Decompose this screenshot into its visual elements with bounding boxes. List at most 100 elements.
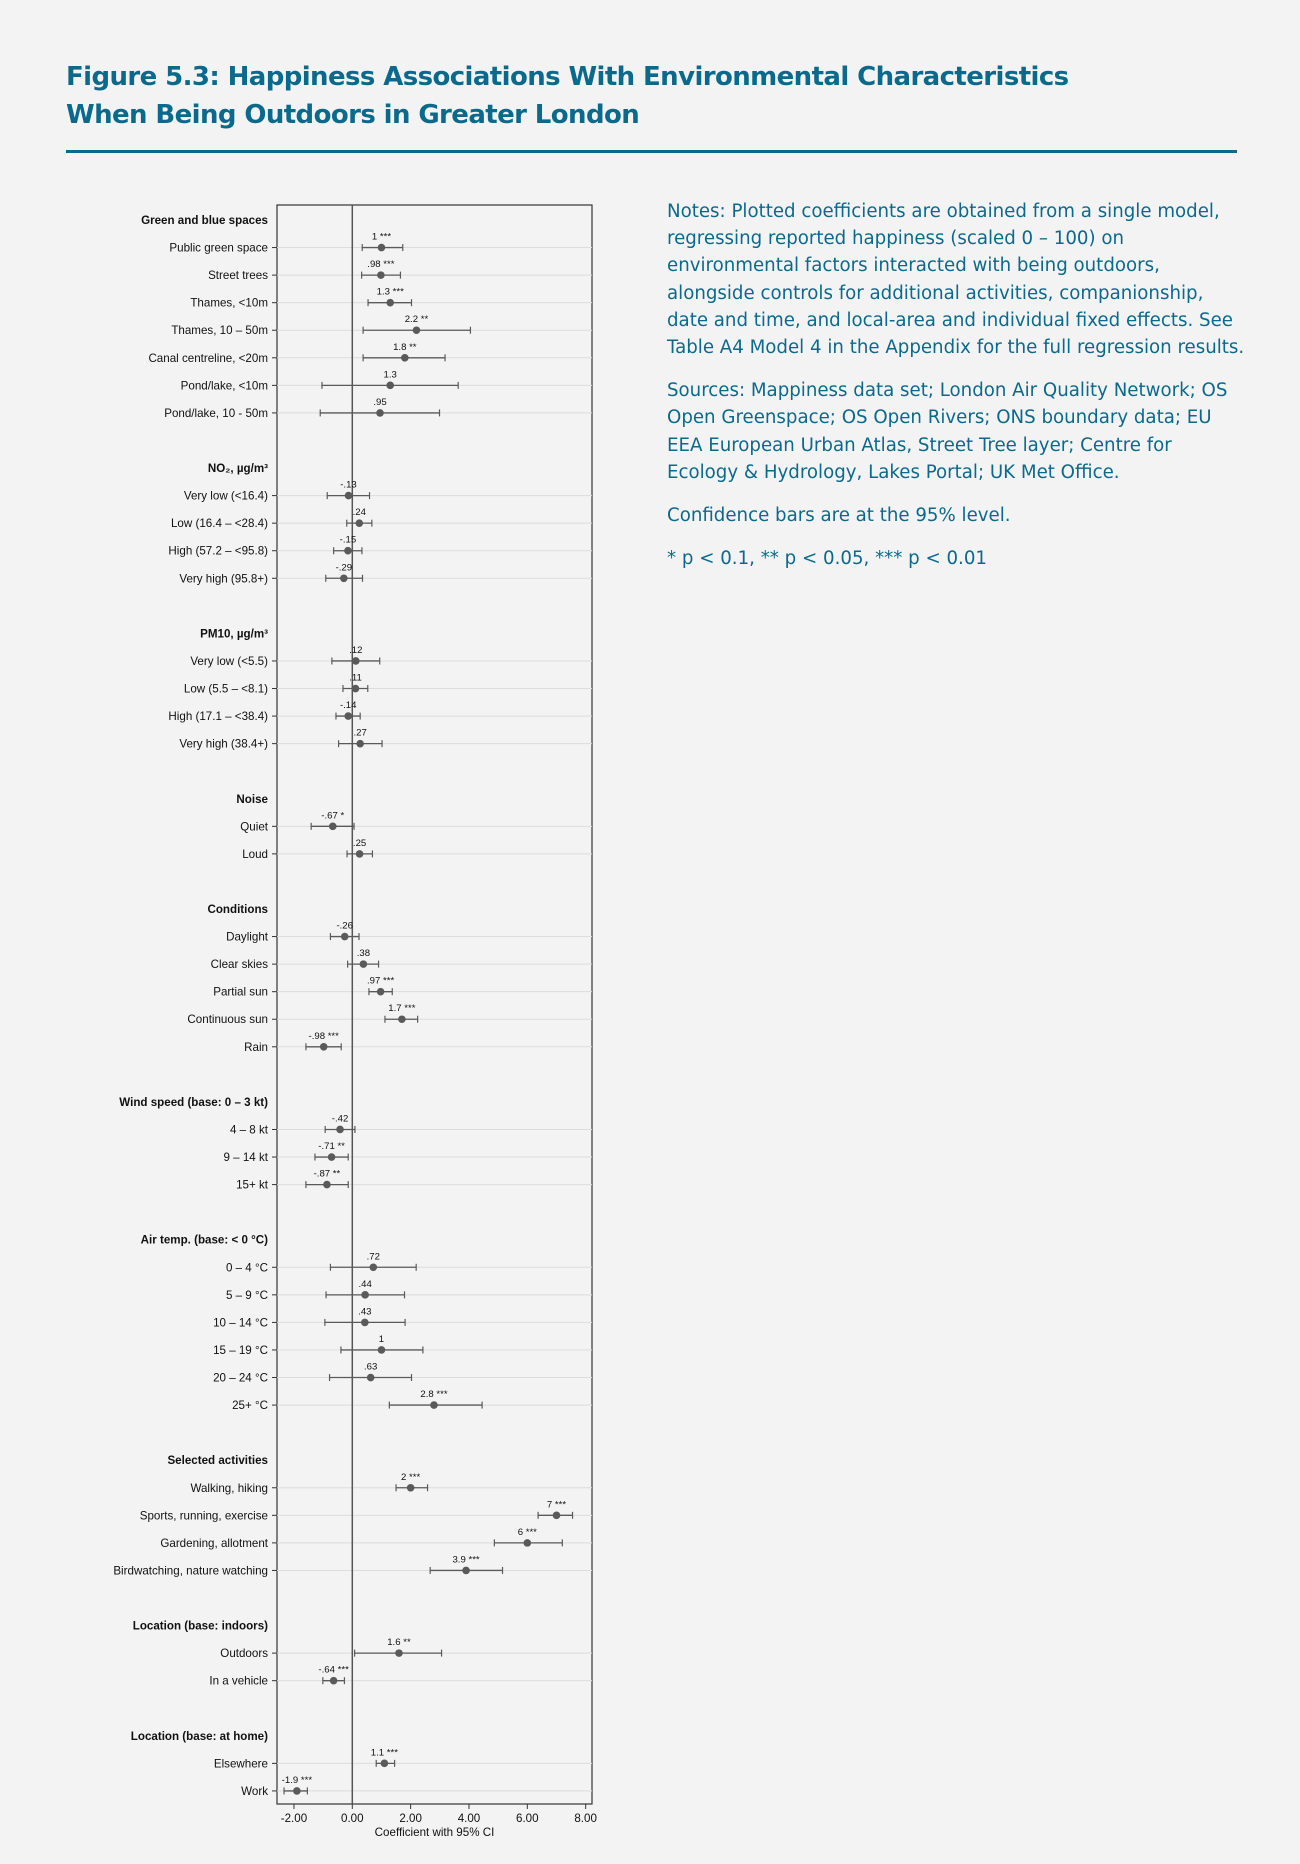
coefficient-point [356,739,364,748]
plot-frame [276,204,593,1805]
coefficient-label: 7 *** [547,1499,566,1510]
coefficient-point [340,932,349,941]
coefficient-label: -.64 *** [318,1665,349,1676]
coefficient-point [344,712,353,720]
row-label: Birdwatching, nature watching [113,1564,268,1577]
row-label: Thames, 10 – 50m [171,324,268,337]
row-label: In a vehicle [209,1675,268,1688]
row-label: 0 – 4 °C [226,1261,268,1274]
coefficient-label: 2.8 *** [420,1389,447,1400]
row-label: Very low (<16.4) [184,490,268,503]
sources-paragraph: Sources: Mappiness data set; London Air … [667,380,1228,483]
coefficient-label: -.67 * [321,810,344,821]
coefficient-point [395,1649,403,1657]
row-label: Clear skies [211,958,269,971]
coefficient-label: .25 [353,838,366,849]
row-label: 4 – 8 kt [230,1123,269,1136]
group-heading: Conditions [207,903,268,916]
x-tick-label: 6.00 [516,1812,539,1825]
row-label: 20 – 24 °C [213,1372,268,1385]
coefficient-point [380,1759,389,1768]
row-label: Rain [244,1041,268,1054]
coefficient-point [377,1346,386,1354]
coefficient-point [376,987,385,996]
row-label: Daylight [226,931,269,944]
row-label: Very low (<5.5) [190,655,268,668]
row-label: Work [241,1785,268,1798]
coefficient-label: -.98 *** [309,1031,340,1042]
notes-paragraph: Notes: Plotted coefficients are obtained… [667,201,1245,359]
row-label: 25+ °C [232,1399,268,1412]
coefficient-label: 3.9 *** [452,1554,479,1565]
title-divider [66,150,1237,153]
x-tick-label: 0.00 [341,1812,364,1825]
row-label: High (57.2 – <95.8) [168,545,268,558]
group-heading: Location (base: at home) [131,1730,268,1743]
coefficient-point [377,271,385,279]
coefficient-label: -.14 [340,700,357,711]
row-label: Continuous sun [187,1013,268,1026]
coefficient-label: 2 *** [401,1472,420,1483]
row-label: 9 – 14 kt [224,1151,269,1164]
coefficient-label: 2.2 ** [405,314,429,325]
row-label: Public green space [169,242,268,255]
group-heading: Green and blue spaces [141,214,268,227]
coefficient-label: -.29 [336,562,353,573]
coefficient-label: 1 *** [372,232,391,243]
row-label: 10 – 14 °C [213,1316,268,1329]
row-label: Very high (38.4+) [179,738,268,751]
row-label: Low (16.4 – <28.4) [171,517,268,530]
coefficient-point [336,1125,344,1134]
significance-legend: * p < 0.1, ** p < 0.05, *** p < 0.01 [667,548,987,570]
coefficient-point [377,243,386,252]
coefficient-label: -.42 [332,1113,349,1124]
coefficient-label: 1.3 *** [377,287,404,298]
coefficient-point [361,1291,369,1299]
figure-notes: Notes: Plotted coefficients are obtained… [667,198,1247,588]
group-heading: NO₂, µg/m³ [208,462,268,475]
row-label: Canal centreline, <20m [148,352,268,365]
coefficient-point [523,1539,532,1547]
coefficient-point [552,1511,561,1520]
coefficient-label: .95 [373,397,386,408]
coefficient-point [329,1676,338,1685]
group-heading: Noise [236,793,268,806]
figure-title-line-2: When Being Outdoors in Greater London [66,100,640,130]
coefficient-point [412,326,421,335]
coefficient-point [361,1318,369,1327]
coefficient-label: -.87 ** [314,1169,341,1180]
coefficient-label: .11 [349,673,362,684]
coefficient-point [344,491,353,500]
row-label: Very high (95.8+) [179,572,268,585]
row-label: Low (5.5 – <8.1) [184,683,268,696]
coefficient-label: 1.6 ** [387,1637,411,1648]
coefficient-label: -.15 [340,535,357,546]
coefficient-point [351,684,360,693]
coefficient-point [398,1015,406,1024]
confidence-note: Confidence bars are at the 95% level. [667,505,1011,527]
coefficient-label: .63 [364,1362,377,1373]
coefficient-label: .38 [357,948,370,959]
row-label: Street trees [208,269,268,282]
coefficient-point [355,850,364,858]
coefficient-plot: Green and blue spaces Public green space S… [113,204,597,1839]
coefficient-point [340,574,348,583]
group-heading: Location (base: indoors) [133,1620,268,1633]
coefficient-label: .12 [349,645,362,656]
coefficient-point [462,1566,470,1575]
coefficient-label: .44 [358,1279,372,1290]
row-label: Gardening, allotment [160,1537,268,1550]
coefficient-point [430,1401,438,1409]
coefficient-label: .43 [358,1306,371,1317]
coefficient-label: 1.1 *** [371,1747,398,1758]
row-label: Elsewhere [214,1757,268,1770]
coefficient-label: .72 [367,1251,380,1262]
group-heading: Air temp. (base: < 0 °C) [141,1234,269,1247]
row-label: Loud [242,848,268,861]
coefficient-point [401,354,409,362]
row-label: 15+ kt [236,1179,269,1192]
coefficient-point [328,822,337,831]
row-label: High (17.1 – <38.4) [168,710,268,723]
coefficient-point [406,1483,415,1492]
x-tick-label: 2.00 [399,1812,422,1825]
